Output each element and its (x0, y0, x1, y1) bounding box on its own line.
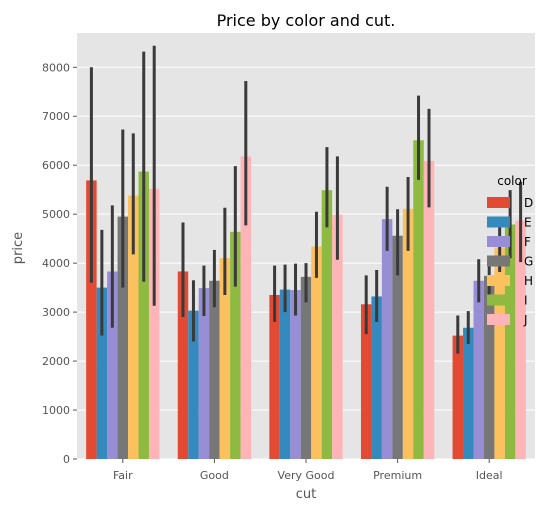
y-tick-label: 0 (63, 453, 70, 466)
bar-E (188, 310, 199, 459)
bar-I (138, 171, 149, 459)
bar-H (311, 246, 322, 459)
bar-H (128, 195, 139, 459)
bar-G (209, 280, 220, 459)
bar-J (240, 156, 252, 459)
y-axis-label: price (11, 232, 26, 264)
bar-D (269, 294, 280, 459)
legend-swatch-D (487, 197, 510, 208)
y-tick-label: 8000 (42, 61, 70, 74)
legend-label-D: D (524, 196, 533, 210)
y-tick-label: 6000 (42, 159, 70, 172)
bar-G (117, 216, 129, 459)
y-tick-label: 4000 (42, 257, 70, 270)
bar-F (198, 288, 210, 459)
bar-D (360, 304, 372, 459)
y-axis-ticks: 0 1000 2000 3000 4000 5000 6000 7000 8000 (42, 61, 77, 466)
bar-J (423, 160, 435, 460)
x-axis-label: cut (296, 487, 316, 502)
bar-E (279, 289, 291, 459)
bar-D (177, 271, 189, 459)
error-bars (89, 45, 523, 354)
x-tick-label: Very Good (278, 469, 335, 482)
bar-E (96, 287, 108, 459)
legend-label-E: E (524, 216, 532, 230)
bar-F (381, 219, 393, 459)
x-tick-label: Ideal (476, 469, 503, 482)
legend-label-I: I (524, 294, 528, 308)
y-tick-label: 5000 (42, 208, 70, 221)
bar-G (300, 276, 312, 459)
bar-J (332, 214, 343, 459)
y-tick-label: 3000 (42, 306, 70, 319)
bar-D (452, 335, 464, 459)
legend-label-H: H (524, 274, 533, 288)
bar-J (515, 220, 526, 459)
legend-swatch-J (487, 314, 510, 325)
chart-title: Price by color and cut. (217, 11, 396, 30)
legend-swatch-E (487, 216, 510, 228)
bar-F (107, 271, 118, 459)
bar-I (230, 231, 241, 459)
bar-G (392, 235, 403, 459)
legend-swatch-H (487, 275, 510, 286)
bar-F (473, 280, 484, 459)
legend-swatch-F (487, 236, 510, 247)
x-tick-label: Fair (113, 469, 133, 482)
bar-F (290, 290, 301, 459)
legend-label-G: G (524, 255, 533, 269)
legend-title: color (497, 174, 527, 188)
bar-I (504, 224, 516, 459)
x-tick-label: Good (200, 469, 229, 482)
legend-swatch-G (487, 255, 510, 267)
bar-D (86, 180, 97, 459)
y-tick-label: 2000 (42, 355, 70, 368)
bar-E (371, 296, 382, 459)
x-axis-ticks: Fair Good Very Good Premium Ideal (113, 459, 503, 482)
bar-H (494, 247, 505, 459)
y-tick-label: 7000 (42, 110, 70, 123)
bars (86, 140, 526, 460)
legend-swatch-I (487, 294, 510, 306)
x-tick-label: Premium (373, 469, 422, 482)
legend-label-F: F (524, 235, 531, 249)
bar-G (483, 275, 495, 459)
bar-I (321, 190, 333, 459)
bar-I (413, 140, 424, 459)
bar-H (219, 258, 231, 459)
bar-J (148, 188, 160, 460)
legend-label-J: J (523, 313, 528, 327)
y-tick-label: 1000 (42, 404, 70, 417)
bar-H (402, 208, 414, 459)
bar-E (463, 327, 474, 459)
